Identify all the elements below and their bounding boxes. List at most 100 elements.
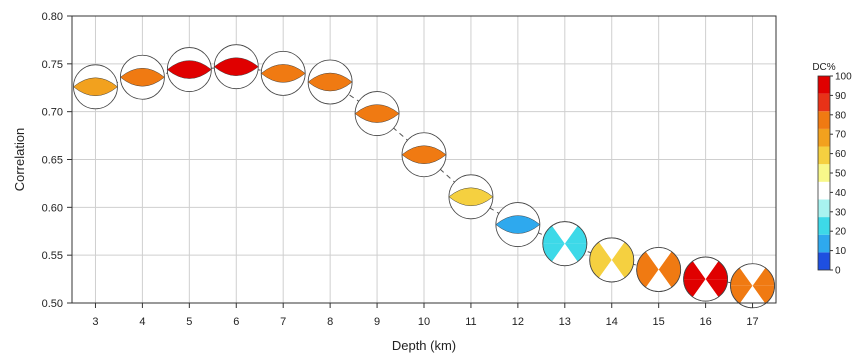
beachball-compression xyxy=(166,60,212,79)
x-tick-label: 14 xyxy=(606,316,618,328)
beachball-outline xyxy=(542,221,588,267)
colorbar-segment xyxy=(818,199,830,218)
y-tick-label: 0.70 xyxy=(42,107,63,119)
x-tick-label: 13 xyxy=(559,316,571,328)
colorbar-tick-label: 40 xyxy=(835,188,847,199)
y-tick-label: 0.80 xyxy=(42,11,63,23)
y-tick-label: 0.75 xyxy=(42,59,63,71)
colorbar-segment xyxy=(818,181,830,200)
beachball-compression xyxy=(636,269,659,288)
colorbar-title: DC% xyxy=(812,62,835,73)
beachball-dilatation xyxy=(739,263,766,286)
beachball-compression xyxy=(730,285,753,304)
beachball-compression xyxy=(307,72,353,92)
beachball-compression xyxy=(542,243,565,262)
beachball-compression xyxy=(636,251,659,270)
dc-colorbar: 0 10 20 30 40 50 60 70 80 90 100 xyxy=(817,72,852,277)
y-tick-label: 0.55 xyxy=(42,250,63,262)
beachball-point xyxy=(260,51,306,96)
x-tick-label: 16 xyxy=(699,316,711,328)
beachball-compression xyxy=(611,259,634,278)
beachball-point xyxy=(448,174,494,220)
beachball-dilatation xyxy=(739,285,766,308)
beachball-compression xyxy=(213,57,259,76)
x-tick-label: 7 xyxy=(280,316,286,328)
beachball-point xyxy=(119,54,165,100)
beachball-compression xyxy=(705,261,728,280)
beachball-outline xyxy=(636,247,682,292)
beachball-compression xyxy=(260,64,306,83)
beachball-compression xyxy=(752,267,775,286)
beachball-compression xyxy=(705,279,728,297)
beachball-compression xyxy=(589,242,612,260)
colorbar-segment xyxy=(818,128,830,147)
colorbar-segment xyxy=(818,252,830,270)
colorbar-segment xyxy=(818,93,830,112)
colorbar-tick-label: 100 xyxy=(835,72,852,83)
beachball-point xyxy=(589,237,635,283)
beachball-point xyxy=(354,91,400,136)
y-tick-label: 0.65 xyxy=(42,155,63,167)
beachball-compression xyxy=(589,259,612,278)
beachball-outline xyxy=(589,237,635,283)
beachball-compression xyxy=(401,145,447,164)
colorbar-tick-label: 90 xyxy=(835,91,847,102)
beachball-point xyxy=(495,202,541,247)
beachball-compression xyxy=(611,242,634,260)
x-tick-label: 6 xyxy=(233,316,239,328)
beachball-dilatation xyxy=(692,279,719,302)
beachball-point xyxy=(636,247,682,292)
y-tick-label: 0.60 xyxy=(42,202,63,214)
beachball-compression xyxy=(120,67,165,87)
y-axis-ticks: 0.50 0.55 0.60 0.65 0.70 0.75 0.80 xyxy=(42,11,72,310)
beachball-point xyxy=(73,64,118,110)
colorbar-segment xyxy=(818,76,830,94)
colorbar-tick-label: 50 xyxy=(835,169,847,180)
x-tick-label: 3 xyxy=(92,316,98,328)
beachball-dilatation xyxy=(552,243,578,266)
x-tick-label: 10 xyxy=(418,316,430,328)
y-axis-title: Correlation xyxy=(12,128,27,192)
beachball-point xyxy=(401,132,447,178)
beachball-point xyxy=(730,263,775,309)
x-tick-label: 12 xyxy=(512,316,524,328)
beachball-point xyxy=(683,256,728,302)
beachball-compression xyxy=(752,285,775,304)
beachball-compression xyxy=(658,269,681,288)
x-axis-ticks: 3 4 5 6 7 8 9 10 11 12 13 14 15 16 17 xyxy=(92,303,759,328)
x-tick-label: 4 xyxy=(139,316,145,328)
beachball-point xyxy=(166,47,212,92)
beachball-point xyxy=(542,221,588,267)
colorbar-tick-label: 0 xyxy=(835,266,841,277)
x-axis-title: Depth (km) xyxy=(392,338,456,353)
beachball-compression xyxy=(730,267,753,286)
colorbar-segment xyxy=(818,164,830,182)
beachball-dilatation xyxy=(552,221,578,244)
x-tick-label: 5 xyxy=(186,316,192,328)
beachball-compression xyxy=(73,77,118,97)
beachball-compression xyxy=(564,225,587,244)
colorbar-tick-label: 80 xyxy=(835,110,847,121)
colorbar-tick-label: 30 xyxy=(835,207,847,218)
beachball-dilatation xyxy=(692,257,719,280)
x-tick-label: 17 xyxy=(746,316,758,328)
beachball-markers xyxy=(73,44,775,309)
x-tick-label: 9 xyxy=(374,316,380,328)
beachball-dilatation xyxy=(645,269,672,292)
beachball-compression xyxy=(564,243,587,262)
colorbar-segment xyxy=(818,217,830,235)
beachball-compression xyxy=(658,251,681,270)
colorbar-segment xyxy=(818,146,830,165)
beachball-compression xyxy=(495,215,541,234)
colorbar-tick-label: 70 xyxy=(835,130,847,141)
beachball-dilatation xyxy=(645,247,672,270)
x-tick-label: 11 xyxy=(465,316,476,328)
colorbar-segment xyxy=(818,111,830,129)
beachball-dilatation xyxy=(598,237,625,260)
beachball-compression xyxy=(683,279,706,297)
beachball-point xyxy=(307,59,353,105)
colorbar-segment xyxy=(818,234,830,253)
beachball-compression xyxy=(448,187,494,207)
beachball-compression xyxy=(354,104,400,123)
